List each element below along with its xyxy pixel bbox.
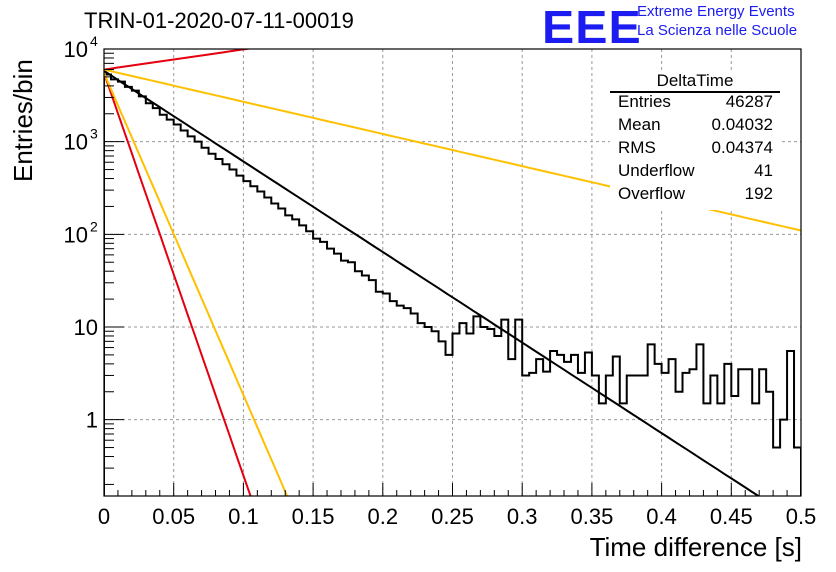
x-tick-label: 0.35 bbox=[570, 504, 613, 529]
x-tick-label: 0.5 bbox=[786, 504, 817, 529]
y-tick-label: 10 bbox=[64, 222, 88, 247]
x-axis-label: Time difference [s] bbox=[589, 532, 802, 562]
stats-value: 41 bbox=[754, 161, 773, 180]
x-tick-label: 0.05 bbox=[152, 504, 195, 529]
stats-row-overflow: Overflow 192 bbox=[618, 184, 773, 207]
y-tick-exponent: 3 bbox=[90, 126, 98, 142]
stats-box: DeltaTime Entries 46287 Mean 0.04032 RMS… bbox=[610, 70, 780, 210]
stats-label: Mean bbox=[618, 115, 661, 134]
stats-label: Underflow bbox=[618, 161, 695, 180]
x-tick-label: 0.3 bbox=[507, 504, 538, 529]
stats-value: 0.04032 bbox=[711, 115, 773, 134]
y-tick-label: 10 bbox=[64, 130, 88, 155]
x-tick-label: 0.1 bbox=[228, 504, 259, 529]
stats-title: DeltaTime bbox=[610, 70, 780, 93]
fit-line bbox=[104, 72, 289, 496]
stats-row-underflow: Underflow 41 bbox=[618, 161, 773, 184]
y-tick-label: 10 bbox=[74, 315, 98, 340]
stats-label: RMS bbox=[618, 138, 656, 157]
y-axis-label: Entries/bin bbox=[8, 59, 38, 182]
stats-label: Entries bbox=[618, 92, 671, 111]
run-title: TRIN-01-2020-07-11-00019 bbox=[84, 8, 354, 33]
stats-row-rms: RMS 0.04374 bbox=[618, 138, 773, 161]
eee-logo: EEE bbox=[542, 1, 642, 53]
x-tick-label: 0 bbox=[98, 504, 110, 529]
y-tick-exponent: 4 bbox=[90, 33, 98, 49]
y-tick-label: 1 bbox=[86, 408, 98, 433]
x-tick-label: 0.25 bbox=[431, 504, 474, 529]
eee-logo-line1: Extreme Energy Events bbox=[637, 3, 795, 20]
x-tick-label: 0.15 bbox=[292, 504, 335, 529]
x-tick-label: 0.4 bbox=[646, 504, 677, 529]
stats-value: 0.04374 bbox=[711, 138, 773, 157]
stats-value: 46287 bbox=[725, 92, 773, 111]
x-tick-label: 0.2 bbox=[368, 504, 399, 529]
eee-logo-line2: La Scienza nelle Scuole bbox=[637, 22, 798, 39]
x-tick-label: 0.45 bbox=[710, 504, 753, 529]
fit-line bbox=[104, 70, 761, 496]
stats-label: Overflow bbox=[618, 184, 686, 203]
stats-value: 192 bbox=[744, 184, 773, 203]
stats-row-entries: Entries 46287 bbox=[618, 92, 773, 115]
fit-line bbox=[104, 72, 252, 496]
y-tick-exponent: 2 bbox=[90, 218, 98, 234]
y-tick-label: 10 bbox=[64, 37, 88, 62]
histogram-steps bbox=[104, 73, 801, 496]
fit-line bbox=[104, 49, 254, 71]
stats-row-mean: Mean 0.04032 bbox=[618, 115, 773, 138]
